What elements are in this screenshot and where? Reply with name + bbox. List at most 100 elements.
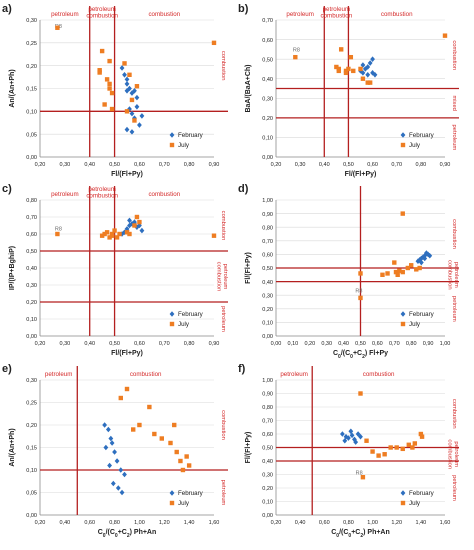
data-point-february <box>370 56 375 62</box>
x-tick-label: 0,30 <box>59 162 70 168</box>
y-tick-label: 0,40 <box>262 280 273 286</box>
region-label-right: combustion <box>451 219 457 249</box>
x-tick-label: 1,40 <box>184 520 195 526</box>
legend-marker-february <box>169 311 175 317</box>
data-point-february <box>114 458 120 464</box>
region-label-right: petroleumcombustion <box>216 262 229 292</box>
x-tick-label: 0,50 <box>109 162 120 168</box>
data-point-july <box>127 72 132 77</box>
x-tick-label: 0,70 <box>391 162 402 168</box>
data-point-february <box>124 87 130 94</box>
data-point-july <box>358 295 363 301</box>
legend-label: July <box>409 500 421 507</box>
data-point-february <box>367 60 373 66</box>
data-point-july <box>400 269 405 275</box>
x-tick-label: 0,60 <box>134 162 145 168</box>
x-tick-label: 0,20 <box>35 162 46 168</box>
annotation-label: R8 <box>293 47 300 53</box>
region-label-top: petroleum combustion <box>321 6 353 20</box>
x-tick-label: 0,60 <box>319 520 330 526</box>
y-tick-label: 0,50 <box>262 57 273 63</box>
data-point-july <box>134 214 140 220</box>
data-point-february <box>422 255 428 262</box>
data-point-february <box>427 252 433 259</box>
x-axis-title: C0/(C0+C2) Ph+An <box>98 529 157 539</box>
region-label-top: combustion <box>148 11 180 18</box>
data-point-february <box>124 226 130 232</box>
x-tick-label: 0,60 <box>84 520 95 526</box>
data-point-july <box>137 422 142 428</box>
y-tick-label: 1,00 <box>262 378 273 384</box>
y-tick-label: 0,70 <box>262 419 273 425</box>
legend-marker-february <box>169 132 175 138</box>
x-tick-label: 0,10 <box>288 341 299 347</box>
data-point-february <box>102 422 108 428</box>
data-point-july <box>343 70 349 76</box>
data-point-july <box>365 80 370 85</box>
region-label-right: petroleumcombustion <box>447 439 460 469</box>
region-label-right: combustion <box>220 211 226 241</box>
y-tick-label: 0,00 <box>26 155 37 161</box>
y-tick-label: 0,20 <box>262 307 273 313</box>
region-label-right: combustion <box>451 399 457 429</box>
y-axis-title: An/(An+Ph) <box>9 69 16 107</box>
data-point-july <box>99 48 105 54</box>
data-point-july <box>336 68 341 74</box>
data-point-july <box>358 391 363 396</box>
x-tick-label: 1,60 <box>209 520 220 526</box>
region-label-top: combustion <box>130 371 162 378</box>
legend-label: February <box>178 311 204 318</box>
data-point-february <box>103 444 109 451</box>
region-label-top: combustion <box>148 191 180 198</box>
x-tick-label: 0,30 <box>321 341 332 347</box>
data-point-july <box>55 231 60 237</box>
data-point-february <box>352 436 357 443</box>
data-point-february <box>358 433 363 440</box>
legend-label: February <box>409 132 435 139</box>
data-point-july <box>99 233 105 238</box>
annotation-label: R8 <box>356 471 363 477</box>
x-tick-label: 0,40 <box>59 520 70 526</box>
legend-label: February <box>178 490 204 497</box>
data-point-july <box>406 442 411 447</box>
x-tick-label: 0,50 <box>109 341 120 347</box>
data-point-february <box>110 480 116 487</box>
y-tick-label: 0,60 <box>26 232 37 238</box>
data-point-february <box>129 110 135 117</box>
x-axis-title: Fl/(Fl+Py) <box>345 171 377 178</box>
y-tick-label: 0,10 <box>26 468 37 474</box>
x-tick-label: 0,80 <box>109 520 120 526</box>
region-label-right: petroleumcombustion <box>447 260 460 290</box>
data-point-july <box>395 272 400 277</box>
y-tick-label: 0,30 <box>262 96 273 102</box>
data-point-july <box>118 395 123 401</box>
data-point-february <box>372 72 378 78</box>
y-tick-label: 1,00 <box>262 198 273 204</box>
data-point-february <box>105 426 111 433</box>
x-tick-label: 0,40 <box>338 341 349 347</box>
region-label-right: petroleum <box>220 306 226 332</box>
y-tick-label: 0,00 <box>26 513 37 519</box>
data-point-february <box>119 65 125 71</box>
y-tick-label: 0,20 <box>262 116 273 122</box>
data-point-july <box>400 211 405 216</box>
data-point-february <box>418 259 424 266</box>
x-tick-label: 0,80 <box>184 162 195 168</box>
data-point-july <box>346 66 351 72</box>
region-label-right: combustion <box>451 40 457 70</box>
region-label-top: combustion <box>381 11 413 18</box>
data-point-july <box>124 109 130 114</box>
region-label-right: combustion <box>220 410 226 440</box>
y-tick-label: 0,10 <box>26 110 37 116</box>
x-tick-label: 0,20 <box>35 520 46 526</box>
data-point-july <box>159 436 164 441</box>
y-tick-label: 0,60 <box>262 253 273 259</box>
data-point-july <box>107 81 112 87</box>
y-tick-label: 0,50 <box>26 249 37 255</box>
x-tick-label: 0,20 <box>271 520 282 526</box>
data-point-july <box>358 66 363 72</box>
region-label-right: combustion <box>220 51 226 81</box>
data-point-july <box>211 40 217 46</box>
data-point-july <box>124 386 130 392</box>
